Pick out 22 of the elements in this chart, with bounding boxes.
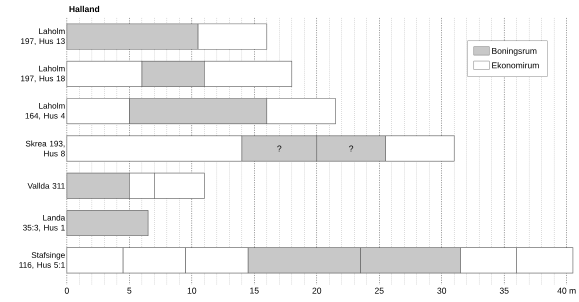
y-tick-label: Laholm 197, Hus 13	[21, 28, 65, 46]
bar	[66, 210, 148, 236]
annotation: ?	[349, 146, 354, 152]
y-tick-label: Vallda 311	[28, 183, 65, 189]
y-tick-label: Laholm 197, Hus 18	[21, 66, 65, 83]
y-tick-label: Stafsinge 116, Hus 5:1	[19, 252, 65, 270]
x-tick-label: 10	[188, 288, 196, 294]
x-tick-label: 5	[127, 288, 132, 294]
x-tick-label: 30	[437, 288, 446, 294]
annotation: ?	[277, 146, 282, 152]
legend-label: Ekonomirum	[492, 62, 539, 69]
x-tick-label: 25	[374, 288, 384, 294]
y-tick-label: Skrea 193, Hus 8	[26, 140, 65, 157]
x-tick-label: 40 m	[557, 288, 576, 294]
y-tick-label: Laholm 164, Hus 4	[26, 102, 65, 120]
y-tick-label: Landa 35:3, Hus 1	[23, 214, 66, 232]
legend-label: Boningsrum	[492, 48, 536, 56]
x-tick-label: 0	[64, 288, 69, 294]
x-tick-label: 15	[250, 288, 259, 294]
chart-title: Halland	[69, 6, 100, 12]
x-tick-label: 35	[500, 288, 509, 294]
x-tick-label: 20	[312, 288, 322, 294]
